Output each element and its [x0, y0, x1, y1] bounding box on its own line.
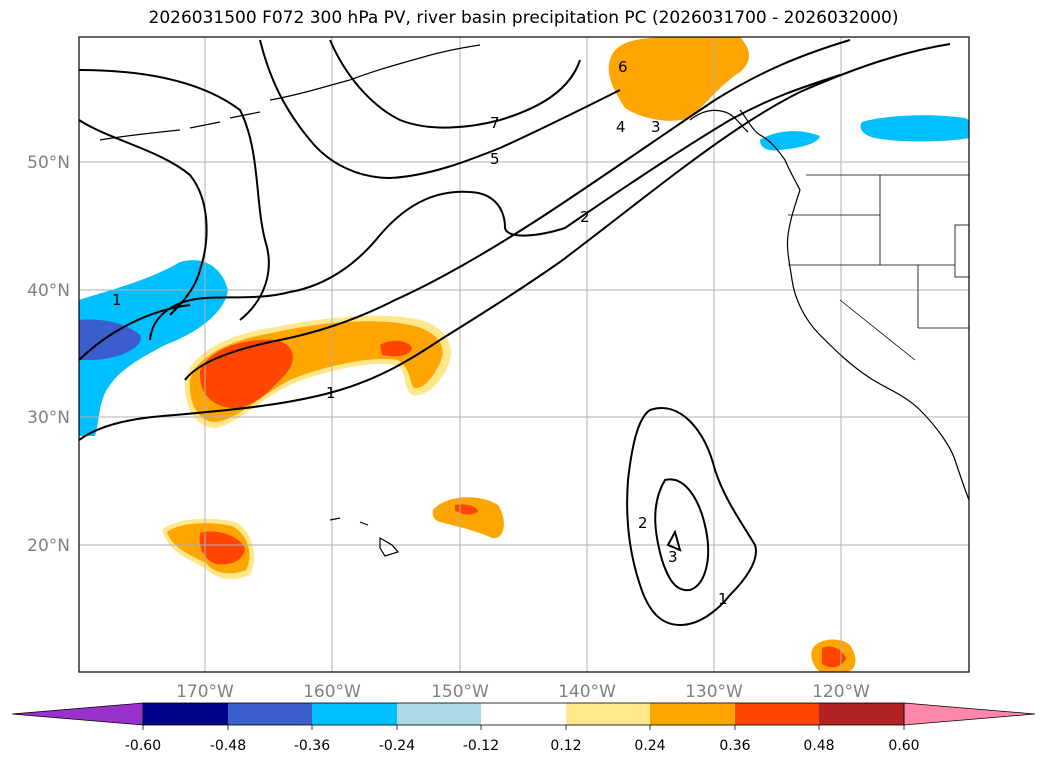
contour-label-7: 7: [490, 114, 500, 132]
lon-label-170w: 170°W: [176, 682, 234, 702]
colorbar-tick: 0.60: [888, 738, 919, 754]
positive-anomaly-20n-core: [199, 531, 245, 565]
lat-label-40n: 40°N: [27, 281, 70, 301]
contour-5: [259, 39, 621, 180]
colorbar: -0.60 -0.48 -0.36 -0.24 -0.12 0.12 0.24 …: [11, 702, 1036, 754]
positive-anomaly-10n-core: [822, 646, 846, 668]
contour-2: [149, 74, 841, 341]
colorbar-tick: -0.24: [379, 738, 415, 754]
lat-label-30n: 30°N: [27, 408, 70, 428]
colorbar-bin: [312, 703, 397, 725]
contour-label-3: 3: [651, 118, 661, 136]
contour-label-6: 6: [618, 58, 628, 76]
positive-anomaly-23n: [432, 497, 504, 539]
negative-anomaly-west-core: [79, 319, 141, 360]
contour-labels: 1 1 2 3 4 5 6 7 1 2 3: [112, 58, 728, 608]
contour-3: [184, 39, 851, 381]
positive-anomaly-band-core: [199, 339, 293, 409]
graticule: [79, 37, 969, 672]
contour-oval-2: [654, 478, 710, 592]
contour-label-4: 4: [616, 118, 626, 136]
colorbar-tick: 0.48: [803, 738, 834, 754]
lat-label-50n: 50°N: [27, 153, 70, 173]
contour-label-1a: 1: [112, 291, 122, 309]
contour-label-1c: 1: [718, 590, 728, 608]
contour-label-1b: 1: [326, 384, 336, 402]
alaska-coast: [269, 44, 481, 101]
lon-label-130w: 130°W: [685, 682, 743, 702]
lon-label-150w: 150°W: [431, 682, 489, 702]
hawaii: [329, 517, 400, 557]
colorbar-tick: 0.12: [550, 738, 581, 754]
colorbar-tick: -0.36: [294, 738, 330, 754]
pv-contours: [79, 39, 951, 627]
contour-1-pacific-high: [79, 119, 208, 316]
colorbar-extend-right: [903, 702, 1036, 726]
map-frame: [78, 36, 970, 673]
positive-anomaly-band-core2: [380, 340, 412, 357]
contour-label-5: 5: [490, 150, 500, 168]
coastlines: [99, 44, 969, 557]
contour-oval-1: [626, 407, 757, 627]
positive-anomaly-23n-core: [455, 504, 478, 515]
colorbar-bin: [228, 703, 312, 725]
aleutians: [99, 111, 261, 141]
contour-label-2b: 2: [638, 514, 648, 532]
colorbar-extend-left: [11, 702, 144, 726]
colorbar-tick: 0.24: [634, 738, 665, 754]
contour-1-outer: [79, 69, 270, 321]
colorbar-tick: -0.48: [210, 738, 246, 754]
lat-label-20n: 20°N: [27, 536, 70, 556]
colorbar-tick: 0.36: [719, 738, 750, 754]
contour-oval-3: [666, 529, 682, 552]
negative-anomaly-canada: [860, 115, 969, 142]
colorbar-bin: [650, 703, 735, 725]
map-title: 2026031500 F072 300 hPa PV, river basin …: [148, 8, 899, 28]
colorbar-bin: [735, 703, 819, 725]
contour-label-3b: 3: [668, 548, 678, 566]
contour-label-2: 2: [580, 208, 590, 226]
colorbar-tick: -0.60: [125, 738, 161, 754]
colorbar-bin: [481, 703, 566, 725]
colorbar-tick: -0.12: [463, 738, 499, 754]
negative-anomaly-coast: [760, 131, 820, 151]
lon-label-160w: 160°W: [303, 682, 361, 702]
latitude-axis: 50°N 40°N 30°N 20°N: [27, 153, 70, 556]
contour-7: [329, 39, 581, 129]
colorbar-bin: [143, 703, 228, 725]
longitude-axis: 170°W 160°W 150°W 140°W 130°W 120°W: [176, 682, 870, 702]
lon-label-140w: 140°W: [558, 682, 616, 702]
colorbar-bin: [566, 703, 650, 725]
state-borders: [788, 174, 969, 361]
colorbar-bin: [397, 703, 481, 725]
contour-1-southwest: [79, 43, 951, 441]
lon-label-120w: 120°W: [812, 682, 870, 702]
negative-anomaly-west: [79, 260, 228, 436]
north-america-coast: [739, 109, 969, 501]
colorbar-bin: [819, 703, 904, 725]
